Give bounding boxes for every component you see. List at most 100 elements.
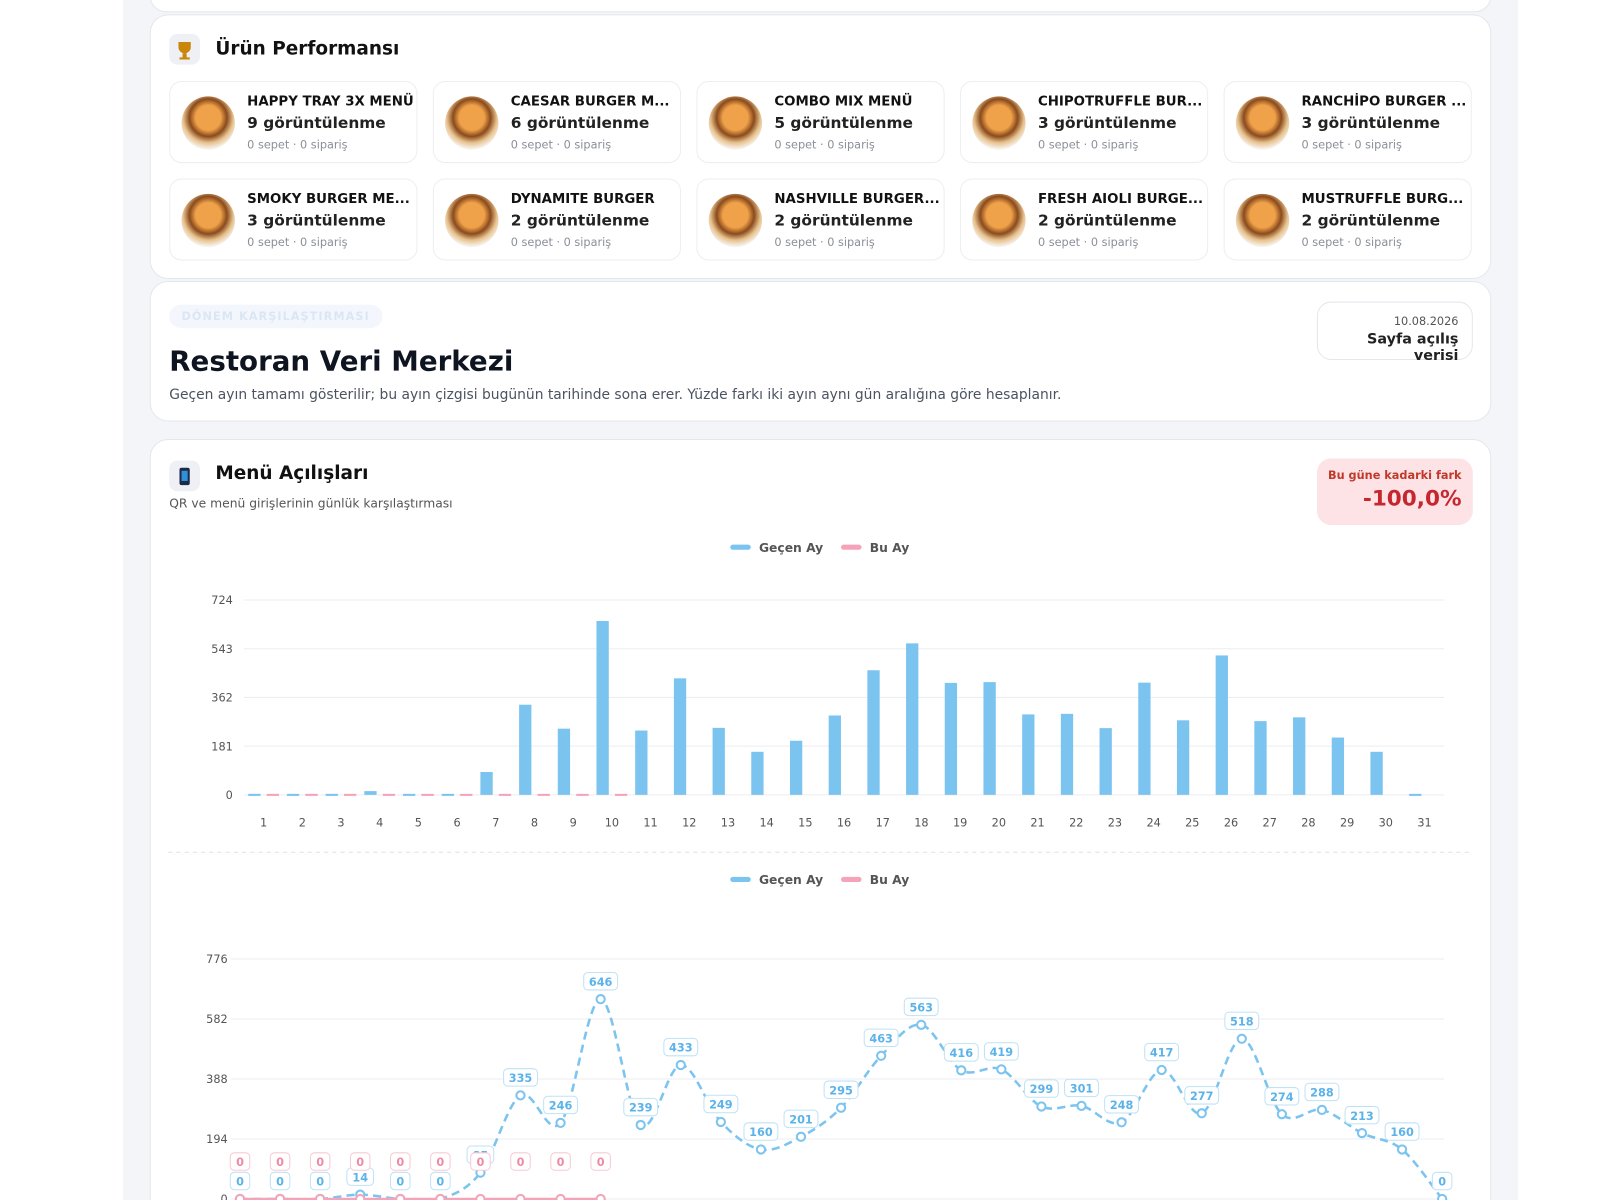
bar [635,730,648,795]
value-label-box [983,1042,1019,1061]
value-label-text: 0 [597,1156,605,1169]
bar [751,751,764,795]
bar [305,793,318,796]
x-tick-label: 15 [798,817,812,830]
y-tick-label: 776 [206,953,228,966]
value-label: 419 [983,1042,1019,1061]
point [274,1193,286,1200]
point [1116,1117,1127,1128]
value-label: 160 [743,1122,779,1141]
product-name: FRESH AIOLI BURGE... [1037,191,1204,208]
point [1396,1144,1408,1155]
point [755,1144,767,1155]
point [555,1117,566,1129]
product-stats: 0 sepet · 0 sipariş [247,235,348,250]
product-name: NASHVILLE BURGER... [774,191,940,208]
value-label: 299 [1023,1079,1059,1098]
value-label-text: 288 [1310,1087,1334,1100]
x-tick-label: 2 [299,817,306,830]
value-label-text: 0 [1438,1176,1446,1189]
product-item[interactable]: RANCHİPO BURGER ... 3 görüntülenme 0 sepet… [1223,81,1472,164]
product-item[interactable]: CHIPOTRUFFLE BUR... 3 görüntülenme 0 sepet… [959,81,1209,164]
point [1276,1109,1287,1120]
x-tick-label: 20 [992,817,1006,830]
value-label-text: 0 [517,1156,525,1169]
value-label: 0 [309,1171,331,1191]
value-label-box [1344,1105,1380,1125]
value-label-text: 299 [1030,1083,1054,1096]
value-label-box [863,1028,899,1048]
bar [712,727,725,795]
value-label-box [583,972,619,991]
value-label: 0 [1431,1171,1453,1191]
point [675,1059,686,1071]
product-stats: 0 sepet · 0 sipariş [510,235,612,250]
value-label: 246 [543,1095,579,1115]
value-label-box [623,1097,659,1117]
product-stats: 0 sepet · 0 sipariş [1301,138,1402,152]
point [595,1193,606,1200]
product-stats: 0 sepet · 0 sipariş [1037,235,1139,250]
product-item[interactable]: HAPPY TRAY 3X MENÜ 9 görüntülenme 0 sepet … [169,81,418,164]
value-label: 0 [390,1171,411,1191]
menu-card: Menü Açılışları QR ve menü girişlerinin … [149,438,1492,1200]
value-label-text: 335 [509,1072,533,1085]
description: Geçen ayın tamamı gösterilir; bu ayın çi… [169,386,1062,404]
product-item[interactable]: MUSTRUFFLE BURG... 2 görüntülenme 0 sepet … [1223,178,1472,261]
point [475,1193,486,1200]
value-label: 0 [390,1152,411,1171]
point [355,1193,366,1200]
bar [1370,751,1383,795]
value-label: 463 [863,1028,899,1048]
x-tick-label: 26 [1224,817,1238,830]
bar [537,793,550,796]
point [835,1102,847,1113]
value-label-box [390,1152,411,1171]
x-tick-label: 4 [376,817,383,830]
value-label-text: 463 [869,1032,893,1045]
legend-label: Bu Ay [870,541,910,555]
product-item[interactable]: COMBO MIX MENÜ 5 görüntülenme 0 sepet · 0 … [696,81,945,164]
value-label-text: 433 [669,1042,693,1055]
product-item[interactable]: NASHVILLE BURGER... 2 görüntülenme 0 sepet… [696,178,945,261]
point [715,1116,726,1128]
bar [1293,717,1306,795]
point [595,994,606,1005]
value-label: 201 [783,1109,819,1129]
bar [1022,714,1035,795]
bar [557,728,571,795]
y-tick-label: 0 [221,1193,228,1200]
value-label-box [1184,1086,1220,1105]
value-label-text: 160 [1390,1126,1414,1139]
product-views: 3 görüntülenme [247,211,386,230]
value-label-box [1023,1079,1059,1098]
value-label-box [390,1171,411,1191]
value-label: 0 [269,1171,291,1191]
product-item[interactable]: CAESAR BURGER M... 6 görüntülenme 0 sepet … [432,81,682,164]
point [1036,1101,1047,1112]
product-item[interactable]: DYNAMITE BURGER 2 görüntülenme 0 sepet · 0… [432,178,682,261]
value-label: 416 [943,1043,979,1062]
page-title: Restoran Veri Merkezi [169,345,514,378]
value-label: 0 [269,1152,291,1171]
legend-swatch [841,544,862,550]
value-label: 0 [430,1152,451,1171]
product-name: CAESAR BURGER M... [510,94,670,110]
x-tick-label: 31 [1417,817,1431,830]
value-label: 239 [623,1097,659,1117]
value-label-box [823,1080,859,1100]
product-item[interactable]: FRESH AIOLI BURGE... 2 görüntülenme 0 sepe… [959,178,1209,261]
product-item[interactable]: SMOKY BURGER ME... 3 görüntülenme 0 sepet … [169,178,418,261]
point [315,1193,326,1200]
value-label-box [543,1095,579,1115]
menu-title: Menü Açılışları [215,462,369,485]
point [515,1090,526,1101]
x-tick-label: 14 [759,817,773,830]
x-tick-label: 11 [643,817,657,830]
bar [1176,720,1190,795]
y-tick-label: 0 [226,789,233,802]
x-tick-label: 16 [837,817,851,830]
value-label-box [743,1122,779,1141]
bar [344,793,357,796]
